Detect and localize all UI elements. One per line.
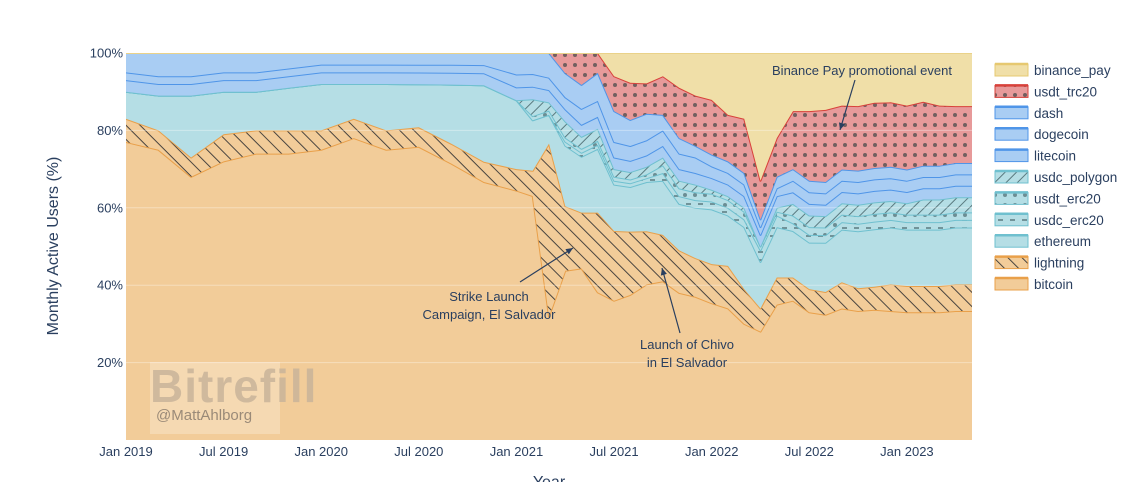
legend-item-usdt_erc20: usdt_erc20 [994,191,1101,206]
gridlines [126,52,972,364]
x-tick-label: Jan 2020 [294,444,348,459]
x-tick-label: Jan 2022 [685,444,739,459]
legend-item-binance_pay: binance_pay [994,62,1111,78]
legend-item-dogecoin: dogecoin [994,126,1089,142]
y-axis-title: Monthly Active Users (%) [45,157,62,336]
legend-label: lightning [1034,256,1084,271]
annotation-arrow [519,247,574,283]
legend-item-lightning: lightning [994,255,1084,271]
annotation-arrowhead [660,268,667,276]
legend-item-litecoin: litecoin [994,148,1076,164]
area-binance_pay [126,53,972,181]
legend-swatch [994,277,1029,291]
legend-item-usdt_trc20: usdt_trc20 [994,84,1097,99]
annotation-text: Campaign, El Salvador [423,307,557,322]
area-dash [126,53,972,228]
y-tick-label: 40% [97,278,123,293]
x-axis-title: Year [533,474,566,482]
y-tick-label: 80% [97,123,123,138]
annotation: Strike Launch Campaign, El Salvador [423,247,574,322]
legend-label: binance_pay [1034,63,1111,78]
area-bitcoin [126,138,972,440]
legend-swatch [994,256,1029,270]
annotations: Binance Pay promotional event Strike Laun… [423,63,953,370]
annotation-text: Launch of Chivo [640,337,734,352]
legend-label: dash [1034,106,1063,121]
legend-swatch [994,234,1029,248]
x-axis-ticks: Jan 2019 Jul 2019 Jan 2020 Jul 2020 Jan 2021… [99,444,933,459]
legend-item-ethereum: ethereum [994,233,1091,249]
legend-swatch [994,149,1029,163]
x-tick-label: Jan 2021 [490,444,544,459]
legend-swatch [994,127,1029,141]
area-dogecoin [126,64,972,235]
legend-label: usdc_erc20 [1034,213,1104,228]
x-tick-label: Jul 2020 [394,444,443,459]
annotation-text: in El Salvador [647,355,728,370]
annotation-text: Strike Launch [449,289,529,304]
legend-swatch [994,170,1029,184]
legend-label: litecoin [1034,149,1076,164]
legend-label: usdc_polygon [1034,170,1117,185]
watermark-handle: @MattAhlborg [156,407,252,424]
y-tick-label: 20% [97,355,123,370]
legend-label: usdt_erc20 [1034,191,1101,206]
watermark-brand: Bitrefill [150,360,317,412]
annotation-arrowhead [838,122,846,130]
annotation-arrow [839,79,856,131]
area-litecoin [126,72,972,247]
legend-swatch [994,213,1029,227]
legend-swatch [994,84,1029,98]
legend-item-bitcoin: bitcoin [994,276,1073,292]
legend-label: usdt_trc20 [1034,84,1097,99]
x-tick-label: Jan 2019 [99,444,153,459]
legend-label: bitcoin [1034,277,1073,292]
annotation-arrow [661,267,681,334]
area-ethereum [126,84,972,309]
legend-swatch [994,191,1029,205]
y-tick-label: 100% [90,46,124,61]
x-tick-label: Jan 2023 [880,444,934,459]
area-usdt_trc20 [126,53,972,220]
annotation-text: Binance Pay promotional event [772,63,952,78]
y-axis-ticks: 20% 40% 60% 80% 100% [90,46,124,371]
x-tick-label: Jul 2021 [589,444,638,459]
x-tick-label: Jul 2022 [785,444,834,459]
area-lightning [126,118,972,332]
legend-item-usdc_polygon: usdc_polygon [994,169,1117,185]
series-areas [126,53,972,440]
annotation-arrowhead [565,248,573,255]
x-tick-label: Jul 2019 [199,444,248,459]
legend-swatch [994,106,1029,120]
legend-item-usdc_erc20: usdc_erc20 [994,212,1104,228]
legend-item-dash: dash [994,105,1063,121]
y-tick-label: 60% [97,200,123,215]
legend-label: dogecoin [1034,127,1089,142]
legend-label: ethereum [1034,234,1091,249]
legend-swatch [994,63,1029,77]
annotation: Binance Pay promotional event [772,63,952,131]
annotation: Launch of Chivo in El Salvador [640,267,734,370]
watermark: Bitrefill @MattAhlborg [150,360,317,434]
